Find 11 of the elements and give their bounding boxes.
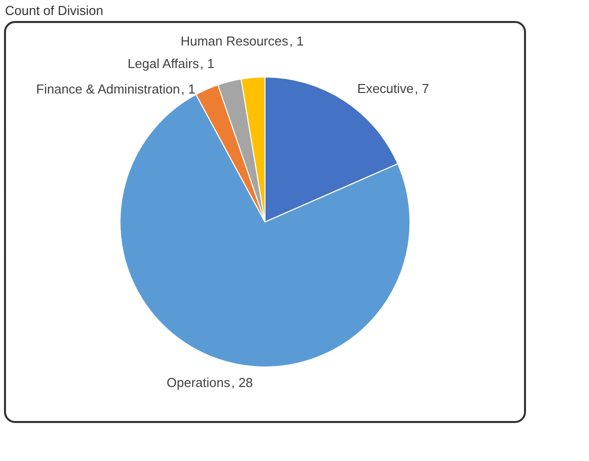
slice-label: Finance & Administration bbox=[36, 82, 180, 97]
slice-label: Legal Affairs bbox=[128, 56, 200, 72]
slice-label: Executive bbox=[357, 80, 414, 96]
chart-title: Count of Division bbox=[5, 3, 104, 18]
slice-label: Human Resources bbox=[180, 34, 289, 49]
data-label: , 7 bbox=[414, 80, 430, 96]
data-label: , 1 bbox=[200, 56, 214, 72]
data-label: , 1 bbox=[289, 34, 304, 49]
data-label: , 28 bbox=[231, 375, 253, 390]
slice-label: Operations bbox=[166, 375, 231, 390]
data-label: , 1 bbox=[180, 82, 196, 97]
